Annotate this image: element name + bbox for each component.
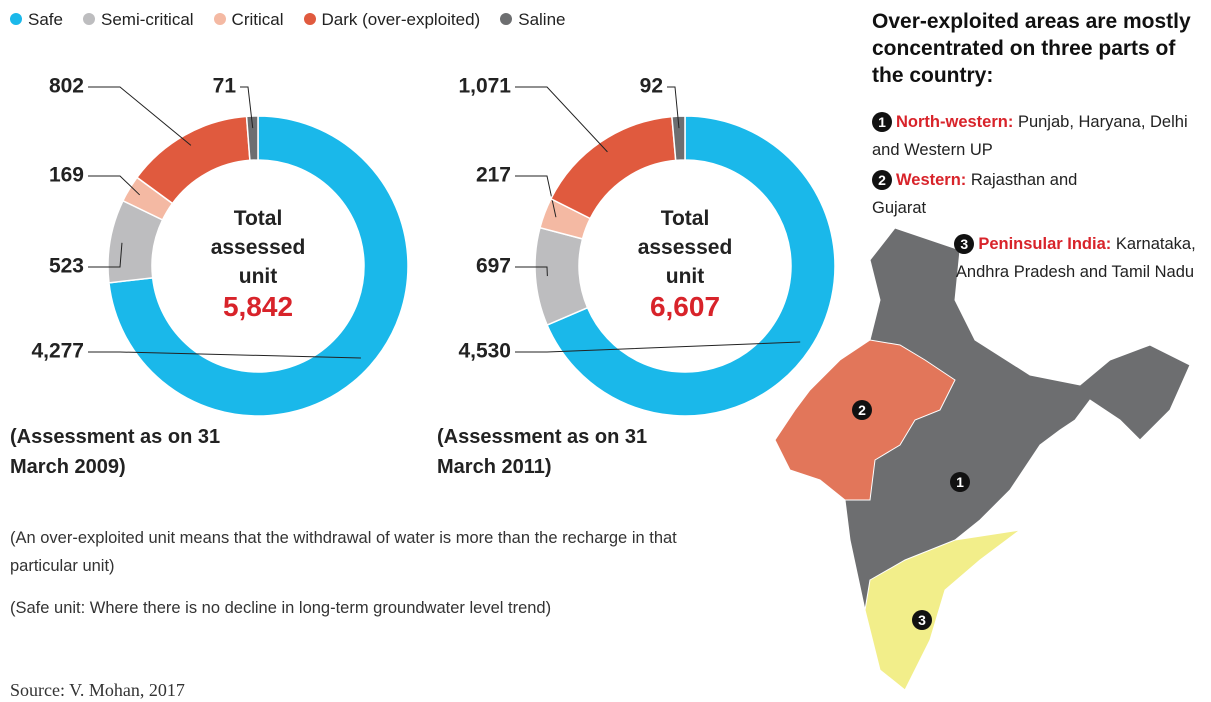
value-label: 169 [49, 164, 84, 187]
map-title: Over-exploited areas are mostly concentr… [872, 10, 1191, 87]
region-number: 1 [872, 112, 892, 132]
leader-line [88, 351, 361, 359]
value-label: 92 [640, 75, 663, 98]
legend-label: Semi-critical [100, 10, 194, 29]
region-name: Peninsular India: [978, 235, 1112, 253]
legend-swatch [500, 13, 513, 25]
value-label: 71 [213, 75, 237, 98]
legend-label: Critical [231, 10, 284, 29]
donut-segment [135, 115, 251, 205]
donut-segment [245, 115, 259, 162]
center-label: Total assessed unit 6,607 [625, 204, 745, 323]
legend-item: Critical [213, 10, 284, 30]
leader-line [667, 86, 680, 129]
leader-line [515, 175, 557, 218]
legend-item: Safe [10, 10, 63, 30]
leader-line [88, 175, 141, 196]
note: (Safe unit: Where there is no decline in… [10, 599, 552, 617]
legend-swatch [303, 13, 316, 25]
value-label: 1,071 [458, 75, 511, 98]
legend-swatch [213, 13, 226, 25]
value-label: 4,530 [458, 340, 511, 363]
leader-line [515, 86, 608, 153]
region-name: North-western: [896, 113, 1014, 131]
legend-swatch [82, 13, 95, 25]
donut-segment [534, 226, 589, 327]
center-text: Total assessed unit [637, 207, 733, 288]
legend: Safe Semi-critical Critical Dark (over-expl… [10, 10, 566, 30]
legend-item: Saline [500, 10, 566, 30]
region-number: 2 [872, 170, 892, 190]
region-states: Karnataka, Andhra Pradesh and Tamil Nadu [955, 235, 1196, 281]
legend-label: Saline [518, 10, 566, 29]
value-label: 802 [49, 75, 84, 98]
region-name: Western: [896, 171, 967, 189]
map-region-peninsular [864, 529, 1021, 691]
map-marker-number: 2 [852, 400, 872, 420]
value-label: 4,277 [31, 340, 84, 363]
region-item: 1 North-western: Punjab, Haryana, Delhi a… [872, 108, 1192, 164]
caption: (Assessment as on 31 March 2011) [437, 426, 648, 478]
leader-line [240, 86, 254, 129]
region-item: 3 Peninsular India: Karnataka, Andhra Pra… [950, 230, 1200, 286]
region-number: 3 [954, 234, 975, 254]
legend-item: Semi-critical [82, 10, 194, 30]
map-marker: 1 [950, 472, 974, 492]
donut-segment [108, 115, 409, 417]
legend-item: Dark (over-exploited) [303, 10, 481, 30]
region-states: Punjab, Haryana, Delhi and Western UP [872, 113, 1188, 159]
leader-line [88, 86, 192, 146]
india-map [774, 227, 1191, 691]
value-label: 523 [49, 255, 84, 278]
note: (An over-exploited unit means that the w… [10, 529, 677, 575]
legend-swatch [10, 13, 22, 25]
value-label: 697 [476, 255, 511, 278]
map-marker: 2 [852, 400, 876, 420]
center-label: Total assessed unit 5,842 [198, 204, 318, 323]
total-value: 6,607 [649, 291, 721, 322]
donut-segment [671, 115, 686, 162]
map-region-western [774, 339, 956, 501]
total-value: 5,842 [222, 291, 294, 322]
leader-line [515, 341, 801, 353]
legend-label: Safe [28, 10, 63, 29]
caption: (Assessment as on 31 March 2009) [10, 426, 221, 478]
legend-label: Dark (over-exploited) [321, 10, 481, 29]
map-marker: 3 [912, 610, 936, 630]
map-marker-number: 3 [912, 610, 932, 630]
region-item: 2 Western: Rajasthan and Gujarat [872, 166, 1132, 222]
region-states: Rajasthan and Gujarat [872, 171, 1078, 217]
map-marker-number: 1 [950, 472, 970, 492]
leader-line [515, 266, 548, 277]
center-text: Total assessed unit [210, 207, 306, 288]
leader-line [88, 242, 123, 268]
source: Source: V. Mohan, 2017 [10, 680, 185, 700]
value-label: 217 [476, 164, 511, 187]
